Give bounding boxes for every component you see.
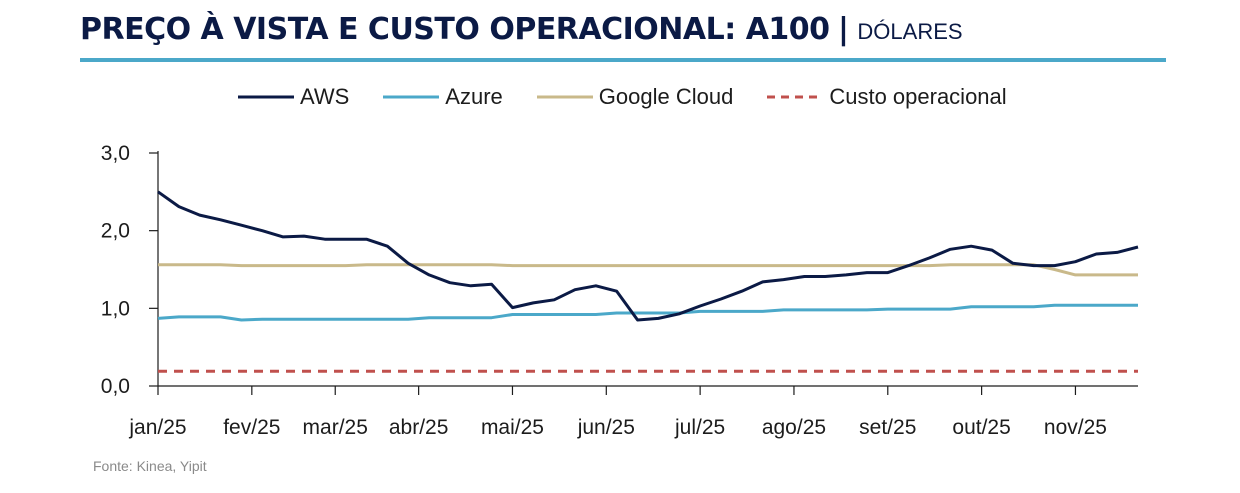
x-tick-label: jun/25 [577,416,635,439]
y-tick-label: 0,0 [101,375,130,398]
x-tick-label: jan/25 [128,416,186,439]
chart-title: PREÇO À VISTA E CUSTO OPERACIONAL: A100 [80,12,830,47]
legend-item-custo-operacional: Custo operacional [767,84,1007,110]
x-tick-label: jul/25 [674,416,725,439]
legend-swatch-custo-operacional [767,95,824,99]
title-underline-rule [80,58,1166,62]
chart-legend: AWS Azure Google Cloud Custo operacional [238,82,1041,112]
y-tick-label: 2,0 [101,220,130,243]
y-tick-label: 3,0 [101,142,130,165]
x-tick-label: nov/25 [1044,416,1107,439]
chart-subtitle-units: DÓLARES [857,19,963,44]
legend-swatch-google-cloud [536,95,593,99]
legend-item-aws: AWS [238,84,349,110]
source-note: Fonte: Kinea, Yipit [93,458,207,474]
legend-item-azure: Azure [383,84,503,110]
title-separator: | [837,12,849,47]
chart-title-row: PREÇO À VISTA E CUSTO OPERACIONAL: A100 … [80,12,963,56]
legend-swatch-aws [238,95,294,99]
legend-item-google-cloud: Google Cloud [536,84,734,110]
legend-label-custo-operacional: Custo operacional [829,84,1007,109]
series-line-google-cloud [158,263,1138,277]
legend-label-azure: Azure [445,84,503,109]
legend-label-aws: AWS [300,84,350,109]
legend-swatch-azure [383,95,440,99]
legend-label-google-cloud: Google Cloud [598,84,734,109]
x-tick-label: set/25 [859,416,916,439]
x-tick-label: mar/25 [303,416,368,439]
y-tick-label: 1,0 [101,297,130,320]
x-tick-label: fev/25 [223,416,280,439]
x-tick-label: mai/25 [481,416,544,439]
x-tick-label: out/25 [952,416,1010,439]
series-line-aws [157,190,1139,322]
x-tick-label: abr/25 [389,416,449,439]
series-line-azure [157,303,1138,322]
x-tick-label: ago/25 [762,416,826,439]
